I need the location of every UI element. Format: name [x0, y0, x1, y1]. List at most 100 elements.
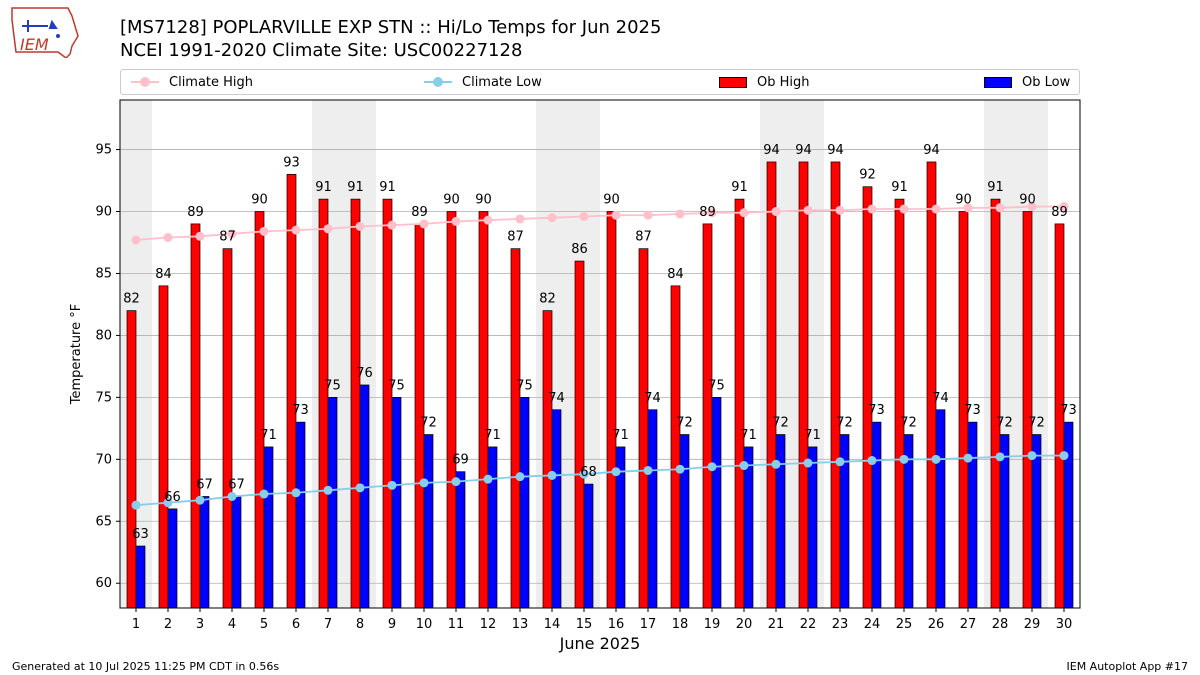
x-tick-label: 25: [896, 617, 913, 632]
x-tick-label: 16: [608, 617, 625, 632]
ob-low-label: 73: [868, 403, 885, 418]
bar-ob-low: [871, 421, 882, 609]
climate-high-point: [739, 208, 749, 218]
bar-ob-high: [670, 285, 681, 609]
ob-high-label: 93: [283, 155, 300, 170]
climate-high-point: [419, 219, 429, 229]
climate-high-point: [323, 224, 333, 234]
bar-ob-low: [391, 397, 402, 609]
ob-high-label: 90: [443, 193, 460, 208]
x-tick-label: 26: [928, 617, 945, 632]
bar-ob-low: [679, 434, 690, 609]
climate-high-point: [291, 225, 301, 235]
ob-low-label: 71: [612, 428, 629, 443]
bar-ob-low: [135, 545, 146, 609]
climate-low-line: [135, 454, 1064, 507]
ob-high-label: 90: [603, 193, 620, 208]
x-tick-label: 1: [132, 617, 140, 632]
bar-ob-low: [327, 397, 338, 609]
ob-high-label: 91: [731, 180, 748, 195]
y-tick-label: 85: [95, 266, 112, 281]
climate-high-point: [163, 233, 173, 243]
bar-ob-high: [606, 211, 617, 609]
legend-ob-low: Ob Low: [984, 70, 1070, 94]
climate-low-point: [675, 464, 685, 474]
ob-low-label: 67: [228, 477, 245, 492]
y-tick-label: 80: [95, 328, 112, 343]
climate-high-point: [227, 229, 237, 239]
ob-high-label: 90: [251, 193, 268, 208]
ob-low-label: 71: [260, 428, 277, 443]
x-tick-label: 30: [1056, 617, 1073, 632]
ob-low-label: 72: [772, 416, 789, 431]
climate-low-point: [1059, 451, 1069, 461]
x-tick-label: 28: [992, 617, 1009, 632]
y-tick-label: 65: [95, 514, 112, 529]
legend-ob-high-swatch: [719, 76, 747, 88]
bar-ob-high: [894, 198, 905, 609]
ob-low-label: 73: [964, 403, 981, 418]
ob-high-label: 94: [763, 143, 780, 158]
climate-high-point: [483, 215, 493, 225]
climate-low-point: [899, 454, 909, 464]
ob-low-label: 74: [644, 391, 661, 406]
climate-high-point: [931, 204, 941, 214]
legend-climate-low: Climate Low: [424, 70, 542, 94]
legend: Climate High Climate Low Ob High Ob Low: [120, 69, 1080, 95]
bar-ob-low: [423, 434, 434, 609]
ob-low-label: 75: [388, 378, 405, 393]
climate-low-point: [963, 453, 973, 463]
x-axis-label: June 2025: [559, 634, 641, 653]
ob-high-label: 91: [891, 180, 908, 195]
x-tick-label: 6: [292, 617, 300, 632]
climate-high-point: [1027, 202, 1037, 212]
bar-ob-low: [167, 508, 178, 609]
climate-high-point: [131, 235, 141, 245]
ob-high-label: 94: [795, 143, 812, 158]
climate-low-point: [227, 491, 237, 501]
bar-ob-high: [222, 248, 233, 609]
ob-low-label: 71: [804, 428, 821, 443]
ob-high-label: 94: [923, 143, 940, 158]
climate-low-point: [867, 456, 877, 466]
ob-high-label: 92: [859, 168, 876, 183]
ob-high-label: 89: [187, 205, 204, 220]
bar-ob-low: [935, 409, 946, 609]
bar-ob-high: [830, 161, 841, 609]
legend-ob-low-swatch: [984, 76, 1012, 88]
legend-climate-low-marker: [424, 77, 452, 87]
climate-high-point: [899, 204, 909, 214]
x-tick-label: 14: [544, 617, 561, 632]
climate-low-point: [1027, 451, 1037, 461]
x-tick-label: 2: [164, 617, 172, 632]
bar-ob-high: [1022, 211, 1033, 609]
ob-high-label: 94: [827, 143, 844, 158]
logo-text: IEM: [20, 35, 49, 54]
climate-high-point: [707, 208, 717, 218]
ob-low-label: 73: [292, 403, 309, 418]
ob-high-label: 89: [699, 205, 716, 220]
iem-logo: IEM: [11, 7, 79, 58]
climate-low-point: [771, 459, 781, 469]
ob-high-label: 91: [315, 180, 332, 195]
bar-ob-high: [862, 186, 873, 609]
y-tick-label: 70: [95, 452, 112, 467]
ob-low-label: 72: [676, 416, 693, 431]
bar-ob-low: [647, 409, 658, 609]
bar-ob-high: [478, 211, 489, 609]
climate-low-point: [291, 488, 301, 498]
climate-low-point: [355, 483, 365, 493]
bar-ob-low: [519, 397, 530, 609]
bar-ob-high: [158, 285, 169, 609]
climate-low-point: [323, 485, 333, 495]
ob-high-label: 87: [219, 230, 236, 245]
x-tick-label: 18: [672, 617, 689, 632]
ob-high-label: 91: [347, 180, 364, 195]
ob-low-label: 71: [484, 428, 501, 443]
ob-low-label: 72: [420, 416, 437, 431]
bar-ob-low: [1031, 434, 1042, 609]
bar-ob-low: [583, 483, 594, 609]
x-tick-label: 10: [416, 617, 433, 632]
ob-high-label: 89: [1051, 205, 1068, 220]
bar-ob-low: [711, 397, 722, 609]
